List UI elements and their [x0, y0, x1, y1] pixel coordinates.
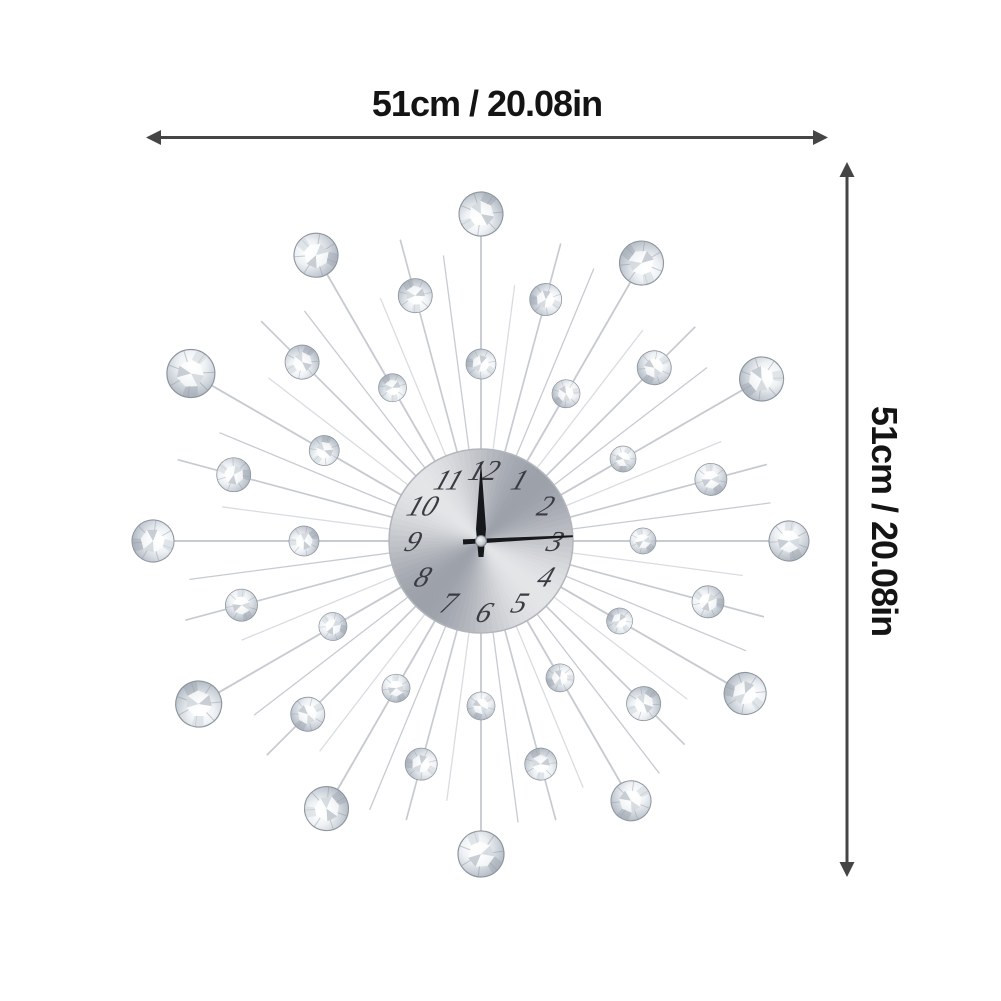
- height-arrowhead-bottom: [839, 862, 855, 877]
- width-dimension-annotation: 51cm / 20.08in: [146, 83, 828, 145]
- crystal: [739, 356, 785, 402]
- crystal: [768, 520, 810, 562]
- spoke: [504, 262, 643, 500]
- crystal: [318, 612, 348, 641]
- crystal: [629, 527, 657, 555]
- width-dimension-label: 51cm / 20.08in: [372, 83, 602, 124]
- crystal: [225, 588, 258, 622]
- crystal: [609, 445, 637, 473]
- crystal: [691, 585, 725, 619]
- crystal: [404, 747, 438, 781]
- crystal: [465, 348, 497, 380]
- crystal: [458, 191, 504, 237]
- crystal: [524, 747, 558, 781]
- crystal: [290, 696, 326, 732]
- crystal: [378, 373, 407, 403]
- width-arrowhead-right: [813, 130, 828, 145]
- height-dimension-annotation: 51cm / 20.08in: [839, 162, 905, 877]
- crystal: [216, 457, 252, 493]
- hour-hand: [476, 461, 486, 557]
- spoke: [522, 378, 763, 518]
- crystal: [551, 379, 581, 409]
- crystal: [381, 673, 411, 703]
- crystal: [529, 283, 563, 316]
- crystal: [293, 232, 339, 278]
- crystal: [626, 686, 662, 722]
- crystal: [610, 780, 652, 822]
- crystal: [723, 671, 767, 716]
- hands-hub: [475, 535, 487, 547]
- crystal: [288, 525, 320, 557]
- crystal: [397, 278, 433, 314]
- crystal: [175, 680, 223, 728]
- clock-hands: [462, 461, 573, 557]
- crystal: [166, 348, 216, 399]
- crystal: [636, 350, 672, 386]
- crystal: [284, 344, 320, 380]
- spoke: [198, 564, 440, 705]
- crystal: [606, 607, 633, 635]
- crystal: [303, 786, 350, 832]
- crystal: [466, 691, 496, 721]
- height-dimension-label: 51cm / 20.08in: [864, 406, 905, 636]
- crystal: [457, 830, 505, 878]
- crystal: [131, 519, 175, 563]
- crystals: [131, 191, 810, 878]
- crystal: [694, 463, 728, 496]
- minute-hand: [462, 535, 573, 545]
- width-arrowhead-left: [146, 130, 161, 145]
- crystal: [308, 435, 340, 466]
- crystal: [545, 663, 575, 693]
- clock-face: [388, 448, 574, 634]
- crystal: [618, 240, 665, 286]
- height-arrowhead-top: [839, 162, 855, 177]
